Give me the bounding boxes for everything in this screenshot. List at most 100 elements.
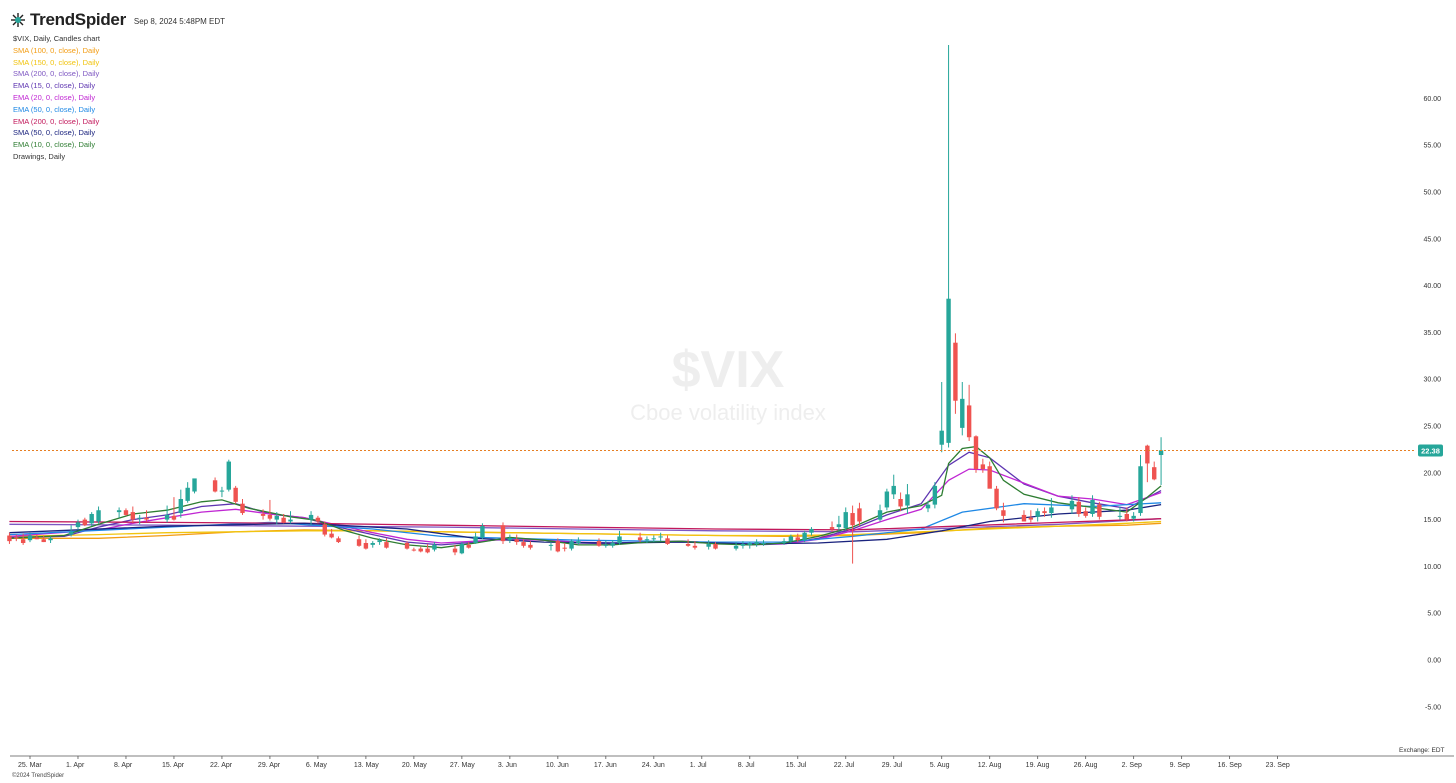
candle-body: [14, 537, 19, 539]
x-tick-label: 15. Jul: [786, 762, 807, 769]
candle-body: [1124, 513, 1129, 520]
candle-body: [706, 543, 711, 547]
timestamp: Sep 8, 2024 5:48PM EDT: [133, 17, 226, 26]
candle-body: [384, 542, 389, 548]
candle-body: [411, 549, 417, 551]
candle-body: [116, 510, 122, 513]
chart-title[interactable]: $VIX, Daily, Candles chart: [13, 34, 100, 43]
candle-body: [1021, 514, 1027, 522]
legend-item[interactable]: SMA (150, 0, close), Daily: [13, 57, 100, 67]
candle-body: [226, 461, 231, 490]
x-tick-label: 15. Apr: [162, 762, 185, 769]
y-tick-label: 40.00: [1423, 283, 1441, 290]
last-price-badge: [1418, 444, 1443, 457]
candle-body: [322, 524, 327, 535]
x-tick-label: 29. Jul: [882, 762, 903, 769]
candle-body: [1042, 511, 1047, 514]
candle-body: [692, 545, 698, 548]
candle-body: [274, 515, 279, 520]
y-tick-label: 55.00: [1423, 143, 1441, 150]
x-tick-label: 3. Jun: [498, 762, 517, 769]
candle-body: [843, 512, 848, 529]
ma-line-8: [9, 445, 1162, 549]
candle-body: [877, 510, 883, 520]
candle-body: [7, 535, 12, 542]
x-tick-label: 8. Apr: [114, 762, 133, 769]
candle-body: [932, 485, 938, 505]
y-tick-label: 60.00: [1423, 96, 1441, 103]
candle-body: [267, 514, 273, 519]
candle-body: [610, 543, 615, 546]
trendspider-logo-icon: [11, 13, 25, 27]
candle-body: [75, 522, 81, 528]
legend-item[interactable]: SMA (100, 0, close), Daily: [13, 45, 100, 55]
candle-body: [953, 342, 958, 401]
candle-body: [555, 541, 561, 552]
legend-item[interactable]: EMA (50, 0, close), Daily: [13, 104, 96, 114]
x-tick-label: 20. May: [402, 762, 427, 769]
brand-name: TrendSpider: [30, 10, 126, 29]
candle-body: [1090, 499, 1095, 514]
last-price-label: 22.38: [1421, 447, 1440, 456]
candle-body: [171, 515, 177, 520]
x-tick-label: 27. May: [450, 762, 475, 769]
candle-body: [576, 541, 581, 543]
legend-item[interactable]: SMA (50, 0, close), Daily: [13, 128, 96, 138]
x-tick-label: 1. Apr: [66, 762, 85, 769]
candle-body: [178, 499, 184, 514]
candle-body: [130, 512, 136, 520]
legend-item[interactable]: EMA (200, 0, close), Daily: [13, 116, 100, 126]
candle-body: [164, 514, 170, 520]
ma-line-6: [9, 518, 1162, 531]
candle-body: [89, 513, 94, 524]
candle-body: [617, 536, 622, 543]
candle-body: [185, 487, 190, 501]
legend-item[interactable]: Drawings, Daily: [13, 151, 66, 161]
candle-body: [939, 430, 944, 445]
legend-item[interactable]: EMA (15, 0, close), Daily: [13, 81, 96, 91]
legend-item[interactable]: SMA (200, 0, close), Daily: [13, 69, 100, 79]
candle-body: [96, 510, 101, 522]
y-tick-label: 5.00: [1427, 611, 1441, 618]
y-tick-label: 35.00: [1423, 330, 1441, 337]
candle-body: [802, 532, 807, 541]
candle-body: [1158, 450, 1164, 456]
legend-item[interactable]: EMA (10, 0, close), Daily: [13, 140, 96, 150]
candle-body: [987, 466, 992, 489]
y-tick-label: 15.00: [1423, 517, 1441, 524]
candle-body: [20, 539, 26, 543]
watermark-symbol: $VIX: [671, 341, 785, 399]
exchange-label: Exchange: EDT: [1399, 747, 1445, 754]
y-tick-label: 50.00: [1423, 190, 1441, 197]
candle-body: [747, 543, 752, 545]
x-tick-label: 23. Sep: [1266, 762, 1290, 769]
candle-body: [1049, 507, 1054, 514]
candle-body: [459, 543, 465, 554]
candle-body: [754, 542, 759, 544]
candle-body: [68, 531, 74, 535]
candle-body: [569, 541, 574, 549]
candle-body: [884, 491, 890, 508]
x-tick-label: 29. Apr: [258, 762, 281, 769]
candle-body: [1131, 515, 1136, 519]
candle-body: [740, 543, 746, 546]
candle-body: [288, 519, 293, 522]
ma-line-2: [9, 518, 1162, 533]
candle-body: [994, 488, 999, 509]
candle-body: [500, 525, 506, 542]
candle-body: [452, 548, 458, 553]
x-tick-label: 12. Aug: [978, 762, 1002, 769]
y-tick-label: 20.00: [1423, 470, 1441, 477]
candle-body: [960, 398, 965, 428]
candle-body: [966, 405, 972, 438]
candle-body: [946, 298, 951, 443]
legend-item[interactable]: EMA (20, 0, close), Daily: [13, 92, 96, 102]
x-tick-label: 2. Sep: [1122, 762, 1142, 769]
candle-body: [240, 503, 245, 514]
candle-body: [713, 543, 718, 549]
candle-body: [857, 508, 862, 522]
y-tick-label: 10.00: [1423, 564, 1441, 571]
candle-body: [809, 528, 814, 533]
watermark-name: Cboe volatility index: [630, 400, 826, 425]
